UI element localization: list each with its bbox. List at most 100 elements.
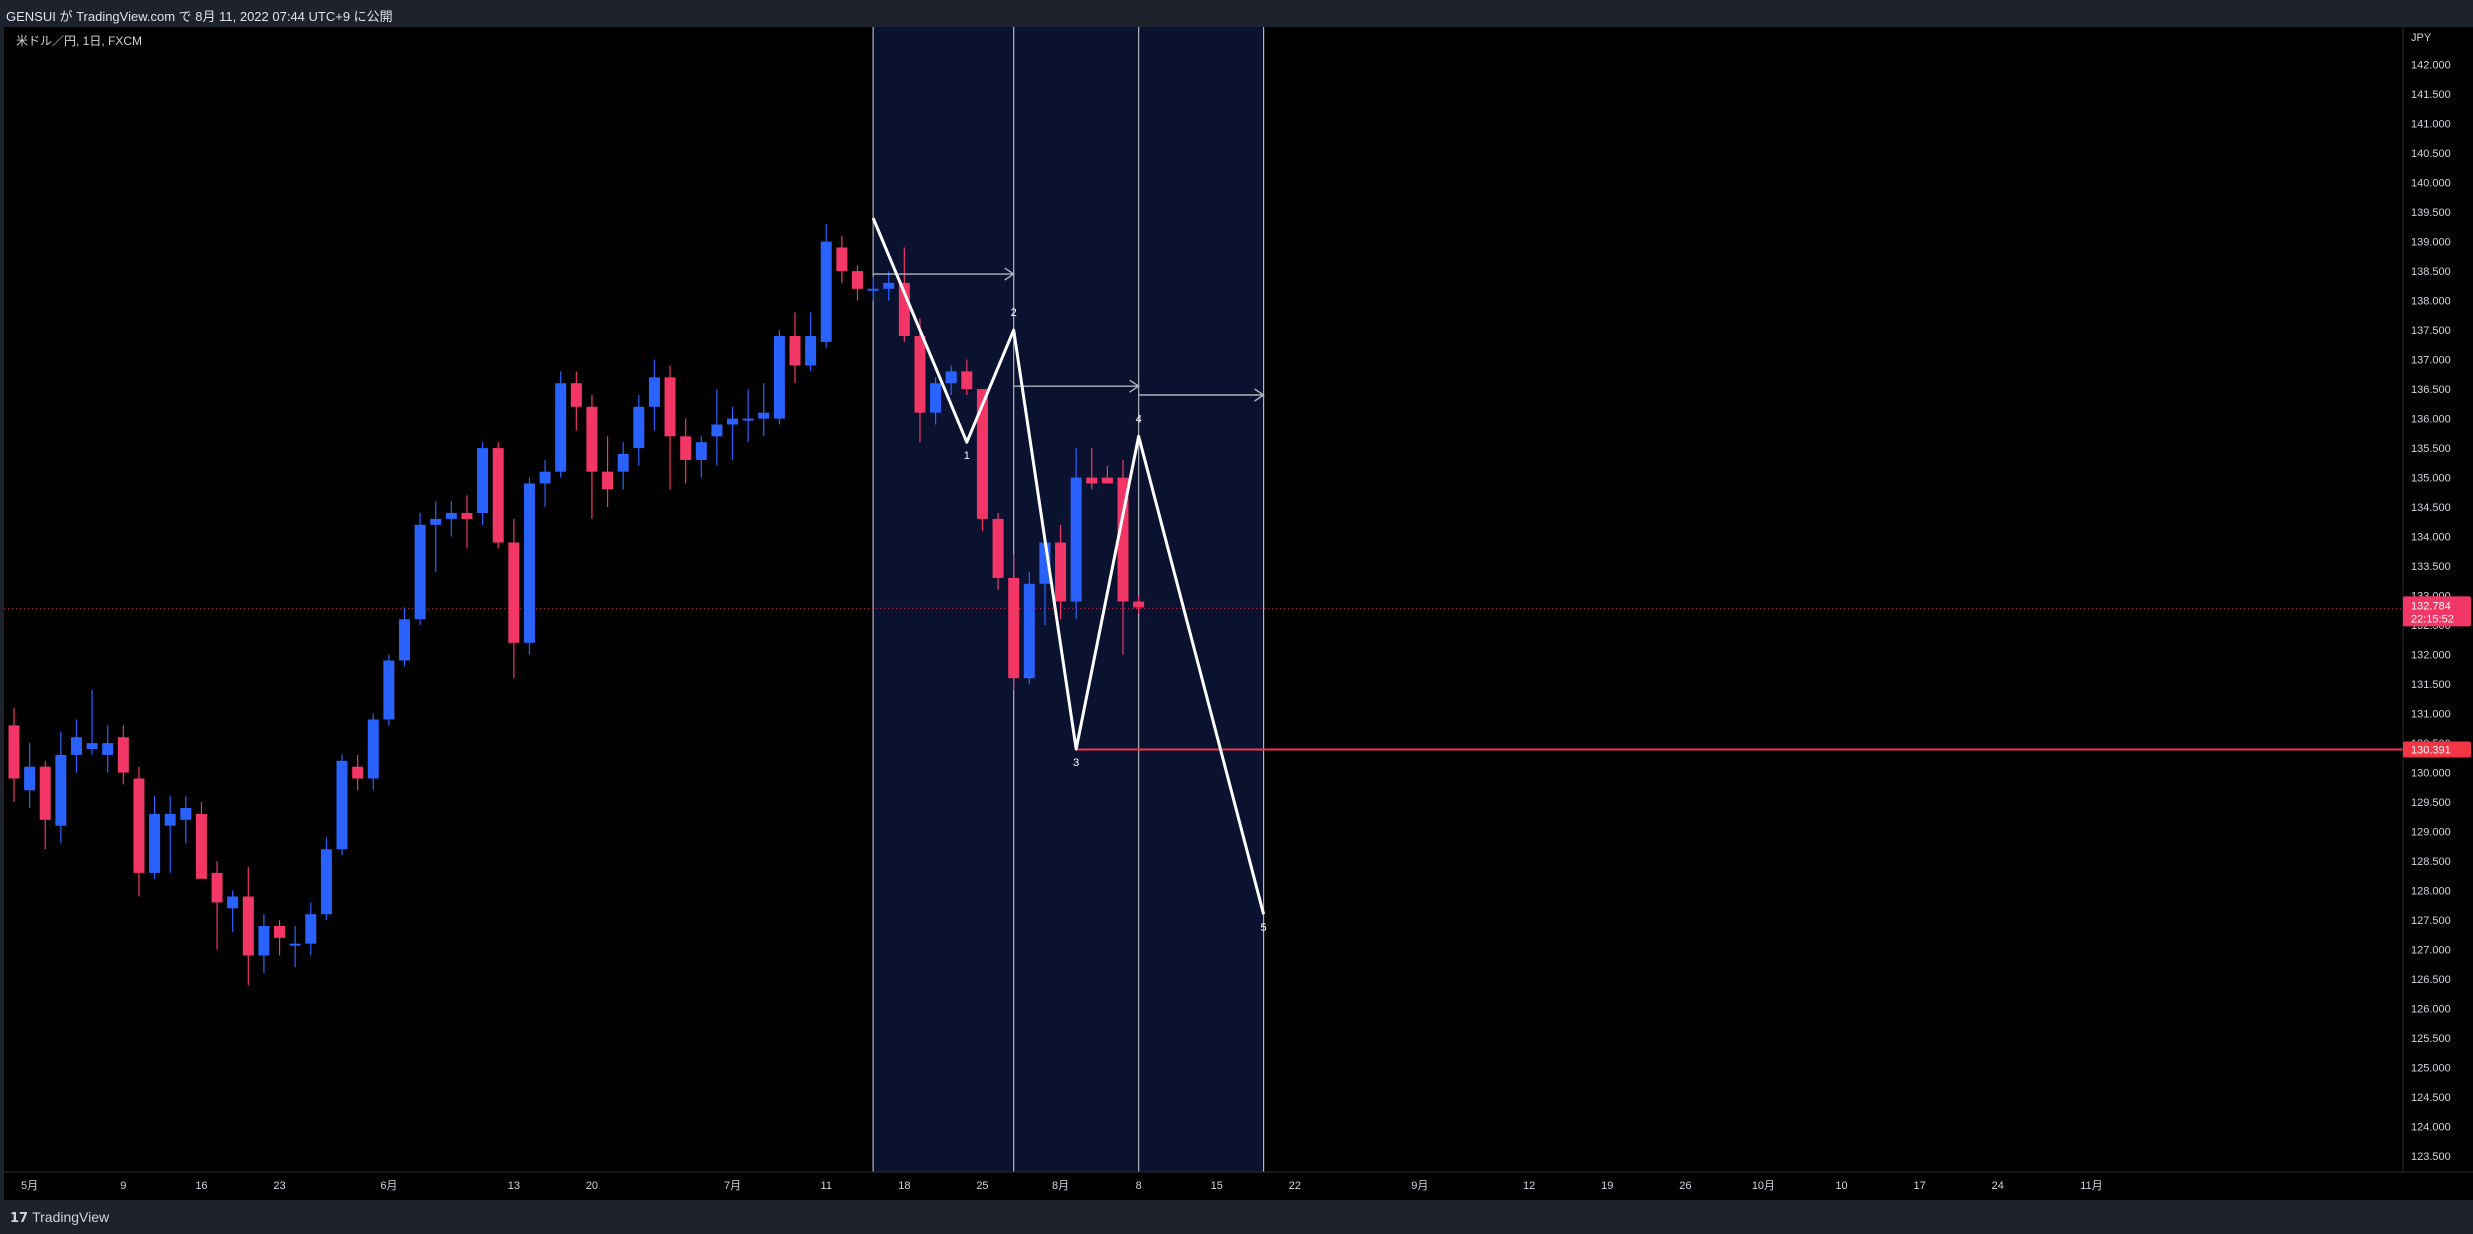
price-chart[interactable]: 12345JPY142.000141.500141.000140.500140.…: [0, 27, 2473, 1200]
wave-point-label: 5: [1261, 922, 1267, 934]
y-tick-label: 131.500: [2411, 679, 2451, 691]
tradingview-logo[interactable]: 17 TradingView: [10, 1209, 109, 1226]
candle-body: [211, 872, 223, 903]
y-tick-label: 127.500: [2411, 915, 2451, 927]
candle-body: [570, 383, 582, 407]
candle: [305, 902, 317, 956]
y-tick-label: 140.000: [2411, 178, 2451, 190]
candle: [24, 743, 36, 808]
x-tick-label: 11: [821, 1180, 832, 1192]
candle: [414, 513, 426, 626]
candle-body: [523, 483, 535, 643]
x-tick-label: 26: [1679, 1180, 1691, 1192]
candle-body: [305, 914, 317, 944]
candle-body: [399, 619, 410, 661]
candle-body: [383, 660, 395, 720]
y-tick-label: 136.500: [2411, 384, 2451, 396]
candle: [570, 371, 582, 431]
candle: [617, 442, 629, 490]
candle: [711, 389, 723, 466]
candle: [320, 837, 332, 921]
x-tick-label: 17: [1914, 1180, 1926, 1192]
candle: [227, 890, 239, 932]
candle: [914, 318, 926, 443]
candle: [445, 501, 457, 537]
candle-body: [227, 896, 239, 909]
arrow-head-2: [1254, 388, 1265, 402]
candle: [8, 707, 20, 803]
y-tick-label: 140.500: [2411, 148, 2451, 160]
candle: [758, 383, 770, 437]
candle-body: [1086, 477, 1098, 484]
y-tick-label: 128.500: [2411, 856, 2451, 868]
candle: [195, 802, 207, 879]
candle-body: [1023, 583, 1035, 679]
candle-body: [445, 513, 457, 519]
x-tick-label: 11月: [2080, 1180, 2102, 1192]
publish-header: GENSUI が TradingView.com で 8月 11, 2022 0…: [0, 0, 2473, 27]
candle: [117, 725, 129, 785]
candle-body: [477, 448, 489, 513]
candle-body: [1039, 542, 1051, 584]
candle: [1039, 542, 1051, 626]
candle: [211, 861, 223, 950]
y-tick-label: 127.000: [2411, 945, 2451, 957]
y-tick-label: 137.500: [2411, 325, 2451, 337]
brand-text: TradingView: [32, 1209, 110, 1225]
support-price-tag: [2403, 741, 2471, 758]
tv-logo-glyph: 17: [10, 1211, 29, 1226]
last-price-label: 132.784: [2411, 600, 2451, 612]
y-tick-label: 134.000: [2411, 532, 2451, 544]
candle: [945, 365, 957, 395]
support-price-label: 130.391: [2411, 745, 2451, 757]
candle: [492, 442, 504, 549]
y-tick-label: 133.500: [2411, 561, 2451, 573]
x-tick-label: 15: [1211, 1180, 1223, 1192]
time-range-shade: [873, 27, 1264, 1172]
candle: [805, 312, 817, 372]
candle-body: [727, 418, 739, 425]
candle-body: [758, 412, 770, 419]
candle-body: [851, 271, 863, 289]
x-tick-label: 8月: [1052, 1180, 1069, 1192]
candle: [695, 436, 707, 478]
y-tick-label: 135.500: [2411, 443, 2451, 455]
candle: [555, 371, 567, 478]
y-tick-label: 141.000: [2411, 119, 2451, 131]
candle: [1133, 595, 1145, 614]
wave-pattern-line: [871, 217, 1266, 915]
candle: [1023, 572, 1035, 685]
candle-body: [289, 943, 301, 946]
candle-body: [164, 813, 176, 826]
candle-body: [602, 471, 614, 490]
x-tick-label: 19: [1601, 1180, 1613, 1192]
y-tick-label: 125.500: [2411, 1033, 2451, 1045]
candle: [149, 796, 161, 879]
y-tick-label: 136.000: [2411, 414, 2451, 426]
wave-point-label: 4: [1136, 413, 1142, 425]
candle: [242, 867, 254, 985]
candle: [773, 330, 785, 425]
candle: [586, 395, 598, 519]
candle-body: [1070, 477, 1082, 602]
y-tick-label: 139.500: [2411, 207, 2451, 219]
y-tick-label: 137.000: [2411, 355, 2451, 367]
candle: [133, 766, 145, 897]
wave-point-label: 2: [1011, 307, 1017, 319]
candle-body: [1055, 542, 1067, 602]
candle: [680, 418, 692, 484]
candle-body: [695, 442, 707, 460]
candle: [39, 760, 51, 850]
candle-body: [242, 896, 254, 956]
candle-body: [1008, 577, 1020, 679]
candle-body: [805, 336, 817, 366]
candle: [851, 265, 863, 301]
candle-body: [992, 518, 1004, 578]
candle-body: [820, 241, 832, 342]
candle: [383, 654, 395, 726]
candle-body: [539, 471, 551, 484]
candle-body: [70, 737, 82, 755]
arrow-head-0: [1004, 267, 1015, 281]
candle: [648, 359, 660, 431]
candle-body: [711, 424, 723, 437]
